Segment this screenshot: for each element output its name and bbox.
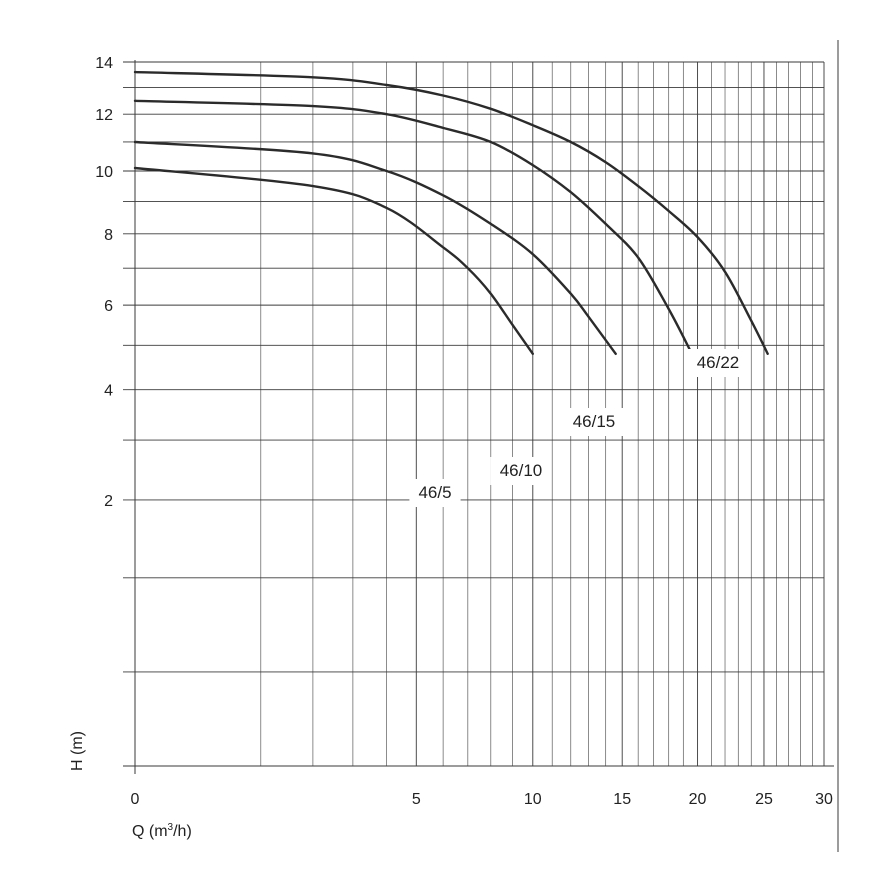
x-tick-label: 10 — [524, 791, 542, 808]
curve-labels: 46/5 46/10 46/15 46/22 — [409, 349, 749, 507]
tick-labels: 0 5 10 15 20 25 30 2 4 6 8 10 12 14 — [95, 55, 833, 808]
x-tick-label: 5 — [412, 791, 421, 808]
y-tick-label: 12 — [95, 107, 113, 124]
y-tick-label: 4 — [104, 383, 113, 400]
x-tick-label: 25 — [755, 791, 773, 808]
series-line-46-22 — [133, 70, 769, 355]
series-label-46-22: 46/22 — [697, 353, 740, 372]
series-label-bg — [563, 408, 625, 436]
x-tick-label: 30 — [815, 791, 833, 808]
y-tick-label: 2 — [104, 493, 113, 510]
series-label-46-10: 46/10 — [500, 461, 543, 480]
series-line-46-10 — [133, 140, 617, 355]
y-tick-label: 8 — [104, 227, 113, 244]
series-label-46-5: 46/5 — [418, 483, 451, 502]
series-label-bg — [409, 479, 461, 507]
x-tick-label: 0 — [131, 791, 140, 808]
y-tick-label: 6 — [104, 298, 113, 315]
series-line-46-5 — [133, 166, 534, 355]
x-axis-title: Q (m3/h) — [132, 822, 192, 840]
y-axis-title: H (m) — [69, 731, 86, 771]
series-label-bg — [490, 457, 552, 485]
grid — [123, 61, 825, 766]
y-tick-label: 10 — [95, 164, 113, 181]
series-label-bg — [687, 349, 749, 377]
frame — [123, 40, 839, 852]
series-label-46-15: 46/15 — [573, 412, 616, 431]
x-tick-label: 15 — [613, 791, 631, 808]
curves — [133, 70, 769, 355]
series-line-46-15 — [133, 99, 694, 355]
y-tick-label: 14 — [95, 55, 113, 72]
x-tick-label: 20 — [689, 791, 707, 808]
